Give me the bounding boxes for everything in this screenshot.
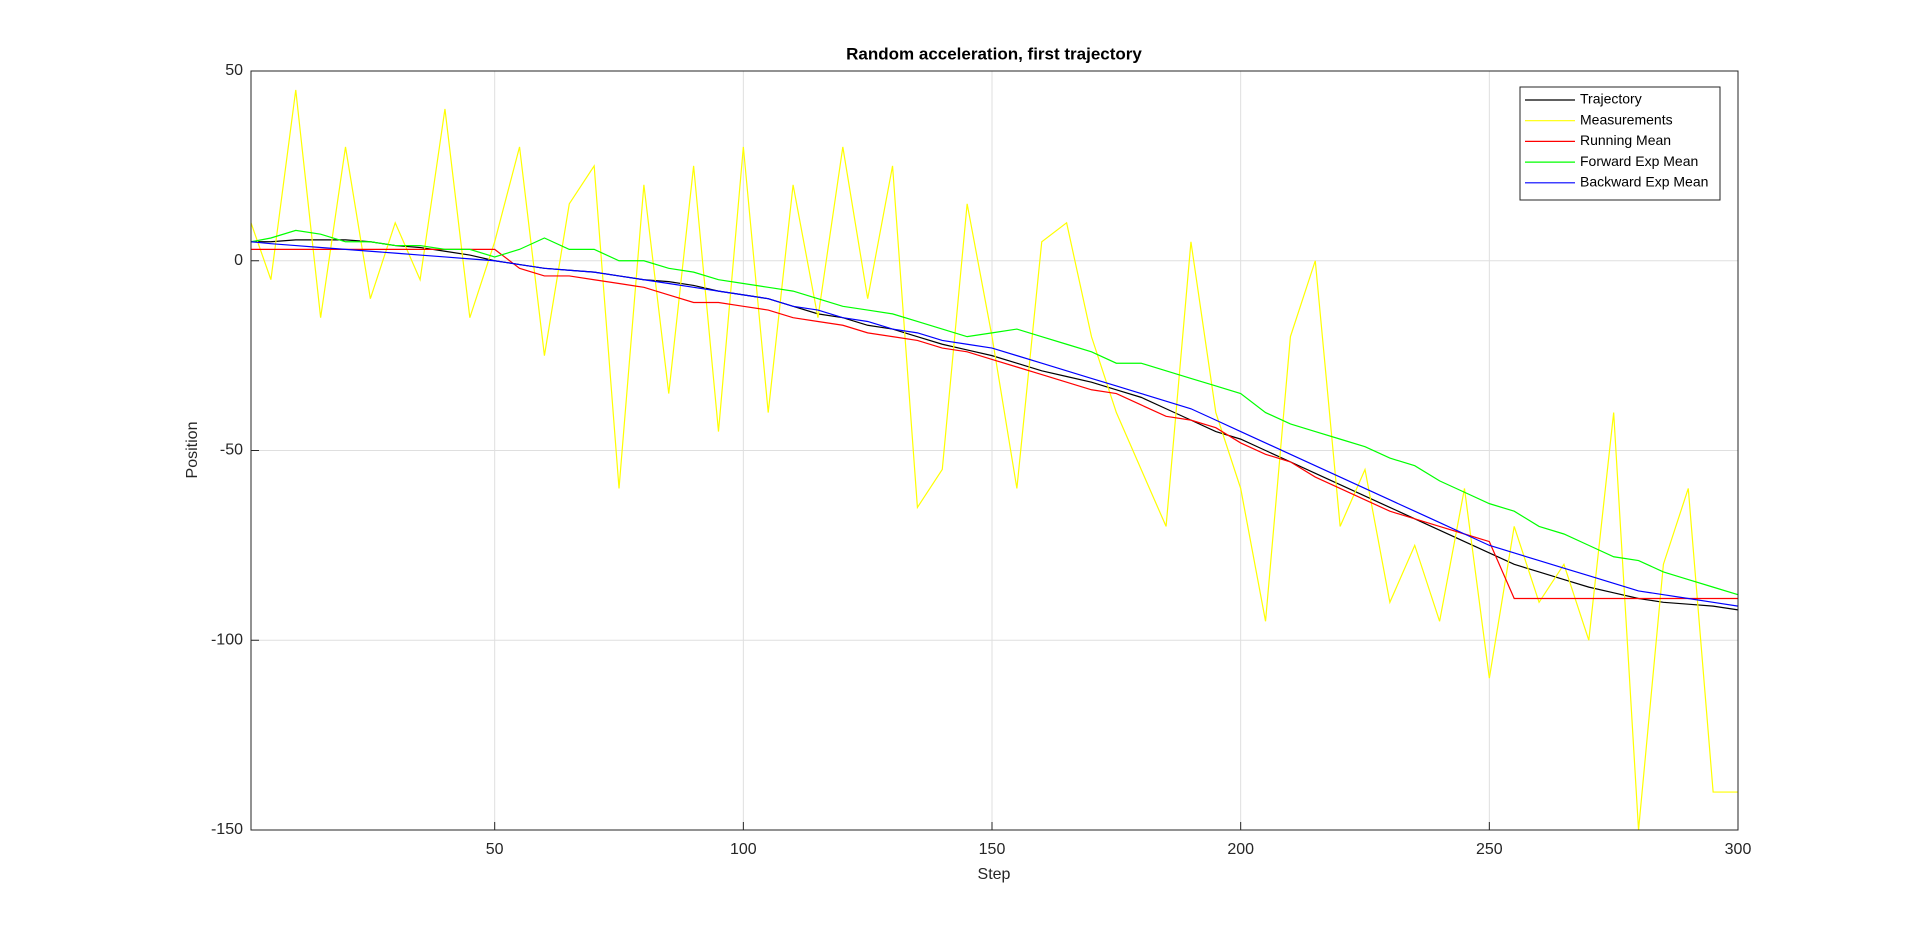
legend-label: Backward Exp Mean bbox=[1580, 174, 1708, 190]
legend-label: Running Mean bbox=[1580, 132, 1671, 148]
series-line bbox=[250, 241, 1739, 607]
series-line bbox=[250, 89, 1738, 831]
x-tick-label: 250 bbox=[1476, 841, 1503, 858]
x-tick-label: 50 bbox=[486, 841, 504, 858]
plot-box bbox=[250, 70, 1739, 831]
y-tick-label: -100 bbox=[211, 631, 243, 648]
y-axis-label: Position bbox=[184, 422, 201, 479]
x-tick-label: 200 bbox=[1227, 841, 1254, 858]
y-tick-label: 50 bbox=[225, 62, 243, 79]
series-line bbox=[251, 248, 1738, 600]
y-tick-label: -50 bbox=[220, 442, 243, 459]
chart-title: Random acceleration, first trajectory bbox=[846, 44, 1142, 63]
y-tick-label: 0 bbox=[234, 252, 243, 269]
legend-label: Measurements bbox=[1580, 111, 1673, 127]
x-tick-label: 300 bbox=[1725, 841, 1752, 858]
legend-box bbox=[1519, 86, 1721, 201]
y-tick-label: -150 bbox=[211, 821, 243, 838]
x-tick-label: 100 bbox=[730, 841, 757, 858]
series-line bbox=[250, 229, 1739, 596]
legend-label: Forward Exp Mean bbox=[1580, 153, 1698, 169]
legend-label: Trajectory bbox=[1580, 91, 1642, 107]
x-axis-label: Step bbox=[978, 866, 1011, 883]
x-tick-label: 150 bbox=[979, 841, 1006, 858]
